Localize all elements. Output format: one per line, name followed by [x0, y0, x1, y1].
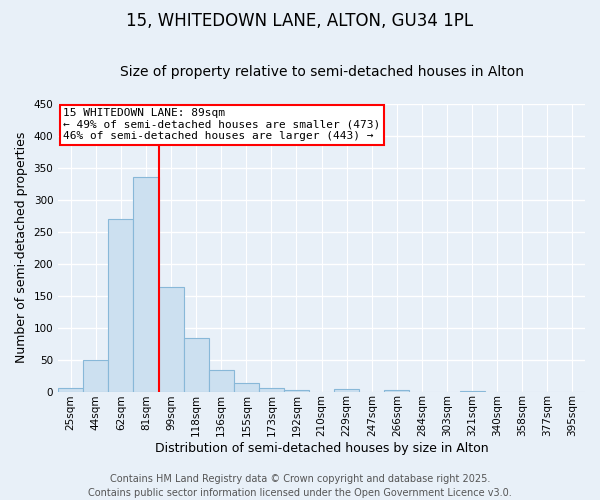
Title: Size of property relative to semi-detached houses in Alton: Size of property relative to semi-detach… [119, 65, 524, 79]
Text: 15 WHITEDOWN LANE: 89sqm
← 49% of semi-detached houses are smaller (473)
46% of : 15 WHITEDOWN LANE: 89sqm ← 49% of semi-d… [64, 108, 380, 142]
Bar [58, 388, 83, 392]
Bar [133, 178, 158, 392]
Text: Contains HM Land Registry data © Crown copyright and database right 2025.
Contai: Contains HM Land Registry data © Crown c… [88, 474, 512, 498]
Bar [284, 390, 309, 392]
Y-axis label: Number of semi-detached properties: Number of semi-detached properties [15, 132, 28, 364]
X-axis label: Distribution of semi-detached houses by size in Alton: Distribution of semi-detached houses by … [155, 442, 488, 455]
Bar [83, 360, 109, 392]
Bar [234, 382, 259, 392]
Bar [259, 388, 284, 392]
Text: 15, WHITEDOWN LANE, ALTON, GU34 1PL: 15, WHITEDOWN LANE, ALTON, GU34 1PL [127, 12, 473, 30]
Bar [209, 370, 234, 392]
Bar [334, 389, 359, 392]
Bar [460, 391, 485, 392]
Bar [158, 288, 184, 392]
Bar [109, 219, 133, 392]
Bar [385, 390, 409, 392]
Bar [184, 338, 209, 392]
